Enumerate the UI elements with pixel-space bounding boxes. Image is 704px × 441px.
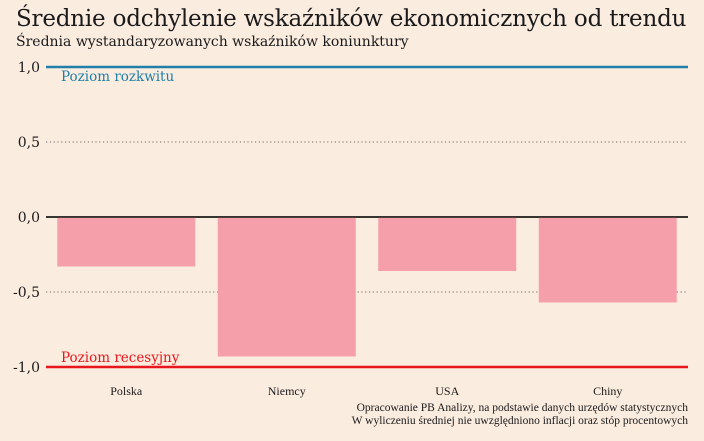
- source-note: Opracowanie PB Analizy, na podstawie dan…: [356, 402, 688, 414]
- bar: [217, 217, 356, 357]
- chart-title: Średnie odchylenie wskaźników ekonomiczn…: [16, 6, 687, 32]
- y-tick-label: -1,0: [13, 360, 40, 376]
- y-tick-label: -0,5: [13, 285, 40, 301]
- methodology-note: W wyliczeniu średniej nie uwzględniono i…: [351, 415, 688, 427]
- y-tick-label: 0,5: [18, 135, 40, 151]
- bar: [538, 217, 677, 303]
- chart-subtitle: Średnia wystandaryzowanych wskaźników ko…: [16, 34, 409, 50]
- y-tick-label: 1,0: [18, 60, 40, 76]
- bar: [378, 217, 517, 271]
- category-label: Niemcy: [268, 384, 306, 398]
- category-label: Chiny: [593, 384, 622, 398]
- bar: [57, 217, 196, 267]
- category-label: USA: [435, 384, 459, 398]
- reference-line-label: Poziom rozkwitu: [61, 69, 174, 85]
- y-tick-label: 0,0: [18, 210, 40, 226]
- reference-line-label: Poziom recesyjny: [61, 350, 180, 366]
- category-label: Polska: [110, 384, 143, 398]
